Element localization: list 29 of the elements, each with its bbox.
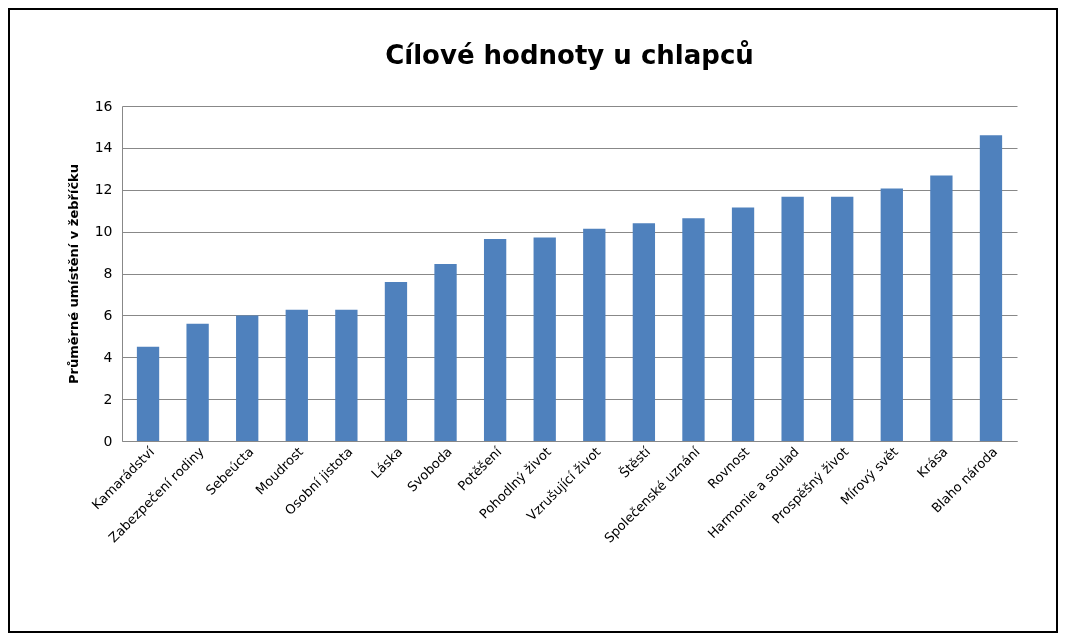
y-tick-label: 14 [94,139,113,156]
y-axis-title: Průměrné umístění v žebříčku [65,164,81,384]
bar [930,175,953,441]
bar [880,188,903,441]
chart-title: Cílové hodnoty u chlapců [385,40,754,70]
bar [831,196,854,441]
bar [781,196,804,441]
bar [682,218,705,441]
bar [285,309,308,441]
bar [434,264,457,441]
bar [483,238,507,441]
y-tick-label: 8 [103,265,113,281]
bar [186,323,209,441]
bar [632,223,656,441]
y-tick-label: 12 [94,181,113,198]
bar [136,346,160,441]
y-tick-label: 16 [94,97,113,114]
y-tick-label: 2 [103,390,113,407]
bar [533,237,556,441]
bar [583,228,606,441]
y-tick-label: 6 [103,306,113,323]
y-tick-label: 0 [103,432,113,449]
y-tick-label: 10 [94,223,113,240]
bar [384,281,408,441]
y-tick-label: 4 [103,348,113,365]
bar [335,309,358,441]
bar [979,135,1003,441]
bar [236,315,259,441]
bar [731,207,755,441]
